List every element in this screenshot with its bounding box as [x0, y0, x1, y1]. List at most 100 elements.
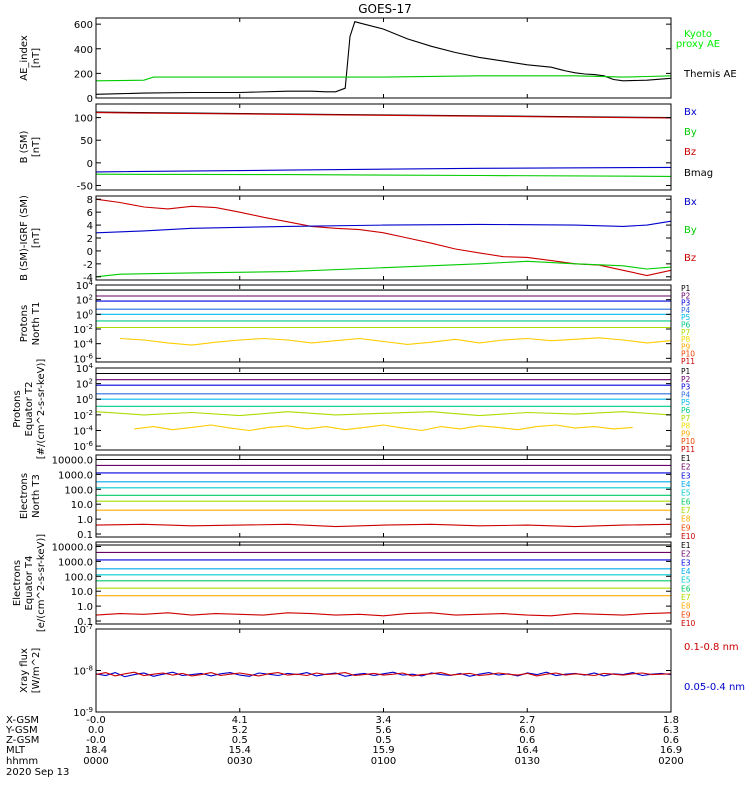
legend: 0.1-0.8 nm 0.05-0.4 nm	[684, 642, 745, 693]
y-tick-label: 100	[74, 114, 93, 125]
x-axis-value: 16.4	[516, 745, 538, 756]
legend-entry: P7	[681, 414, 691, 423]
legend-entry: E10	[681, 619, 696, 628]
legend-entry: Bmag	[684, 168, 713, 179]
y-tick-label: 104	[76, 362, 94, 375]
y-tick-label: 6	[87, 208, 93, 219]
x-axis-value: 0.6	[663, 735, 679, 746]
y-label-line: [W/m^2]	[31, 648, 42, 694]
legend-entry: P4	[681, 390, 691, 399]
legend-entry: Themis AE	[683, 69, 737, 80]
legend-entry: 0.1-0.8 nm	[684, 642, 739, 653]
y-tick-label: 10-2	[73, 323, 93, 336]
legend-entry: E6	[681, 497, 691, 506]
legend-entry: Bx	[684, 197, 697, 208]
y-axis-label: Electrons Equator T4 [e/(cm^2-s-sr-keV)]	[12, 534, 47, 632]
legend-entry: P4	[681, 306, 691, 315]
legend-entry: By	[684, 225, 697, 236]
x-axis-table: X-GSMY-GSMZ-GSMMLThhmm-0.00.0-0.018.4000…	[5, 715, 684, 778]
x-axis-value: 2.7	[519, 715, 535, 726]
legend-entry: E8	[681, 602, 691, 611]
y-tick-label: 1.0	[77, 602, 93, 613]
legend-entry: P3	[681, 383, 691, 392]
x-axis-value: 16.9	[660, 745, 682, 756]
series-line	[95, 260, 672, 278]
y-axis-label: Protons North T1	[19, 302, 42, 346]
y-tick-label: -50	[77, 181, 93, 192]
legend-entry: Bz	[684, 253, 696, 264]
x-axis-value: 0100	[371, 756, 396, 767]
y-tick-label: 104	[76, 279, 94, 292]
y-tick-label: 0	[87, 247, 93, 258]
y-tick-label: 10-6	[73, 440, 93, 453]
series-line	[95, 220, 672, 234]
legend-entry: P9	[681, 342, 691, 351]
y-label-line: AE_index	[19, 35, 30, 81]
legend-entry: Kyoto	[684, 29, 712, 40]
x-row-label: Z-GSM	[6, 735, 39, 746]
y-label-line: North T3	[31, 474, 42, 518]
y-tick-label: 0.1	[77, 530, 93, 541]
legend-entry: P5	[681, 313, 691, 322]
y-tick-label: 100.0	[64, 572, 93, 583]
series-line	[134, 424, 633, 432]
legend-entry: P5	[681, 398, 691, 407]
y-label-line: North T1	[31, 302, 42, 346]
x-axis-value: 15.4	[229, 745, 251, 756]
series-line	[95, 75, 672, 82]
legend-entry: P8	[681, 335, 691, 344]
y-tick-label: 102	[76, 378, 93, 391]
legend-entry: P2	[681, 375, 691, 384]
y-tick-label: 10-7	[73, 623, 93, 636]
legend-entry: P7	[681, 328, 691, 337]
legend-entry: Bz	[684, 147, 696, 158]
x-axis-value: 0.5	[376, 735, 392, 746]
y-tick-label: -2	[83, 260, 93, 271]
y-tick-label: 2	[87, 234, 93, 245]
legend-entry: E7	[681, 593, 691, 602]
legend-entry: E3	[681, 471, 691, 480]
x-axis-value: 0130	[515, 756, 540, 767]
panel-6: 10000.0 1000.0 100.0 10.0 1.0 0.1 Electrons Nor…	[19, 454, 696, 541]
y-label-line: Equator T4	[24, 556, 35, 611]
y-label-line: [#/(cm^2-s-sr-keV)]	[36, 359, 47, 460]
legend-entry: P1	[681, 284, 691, 293]
x-axis-value: 5.6	[376, 725, 392, 736]
series-line	[95, 612, 672, 617]
panel-frame	[95, 541, 672, 625]
y-tick-label: 8	[87, 195, 93, 206]
x-row-label: X-GSM	[6, 715, 39, 726]
legend-entry: By	[684, 127, 697, 138]
legend-entry: 0.05-0.4 nm	[684, 682, 745, 693]
legend-entry: P2	[681, 291, 691, 300]
y-axis-label: B (SM)-IGRF (SM) [nT]	[19, 195, 42, 281]
series-line	[95, 671, 672, 677]
x-axis-value: 6.3	[663, 725, 679, 736]
y-label-line: Equator T2	[24, 382, 35, 437]
y-axis-label: Electrons North T3	[19, 473, 42, 519]
legend-entry: P10	[681, 437, 695, 446]
x-axis-value: 0030	[227, 756, 252, 767]
x-axis-value: 4.1	[232, 715, 248, 726]
legend-entry: P11	[681, 445, 695, 454]
panel-frame	[95, 628, 672, 713]
legend-entry: P6	[681, 321, 691, 330]
x-axis-value: 1.8	[663, 715, 679, 726]
y-label-line: Xray flux	[19, 648, 30, 693]
y-tick-label: 10-2	[73, 409, 93, 422]
y-tick-label: 10-4	[73, 338, 93, 351]
figure-title: GOES-17	[358, 2, 412, 16]
y-tick-label: 1.0	[77, 515, 93, 526]
legend-entry: E2	[681, 463, 691, 472]
y-label-line: [nT]	[31, 48, 42, 68]
x-row-label: hhmm	[6, 756, 38, 767]
x-axis-value: 3.4	[376, 715, 392, 726]
y-tick-label: 10-4	[73, 424, 93, 437]
x-axis-value: 15.9	[372, 745, 394, 756]
